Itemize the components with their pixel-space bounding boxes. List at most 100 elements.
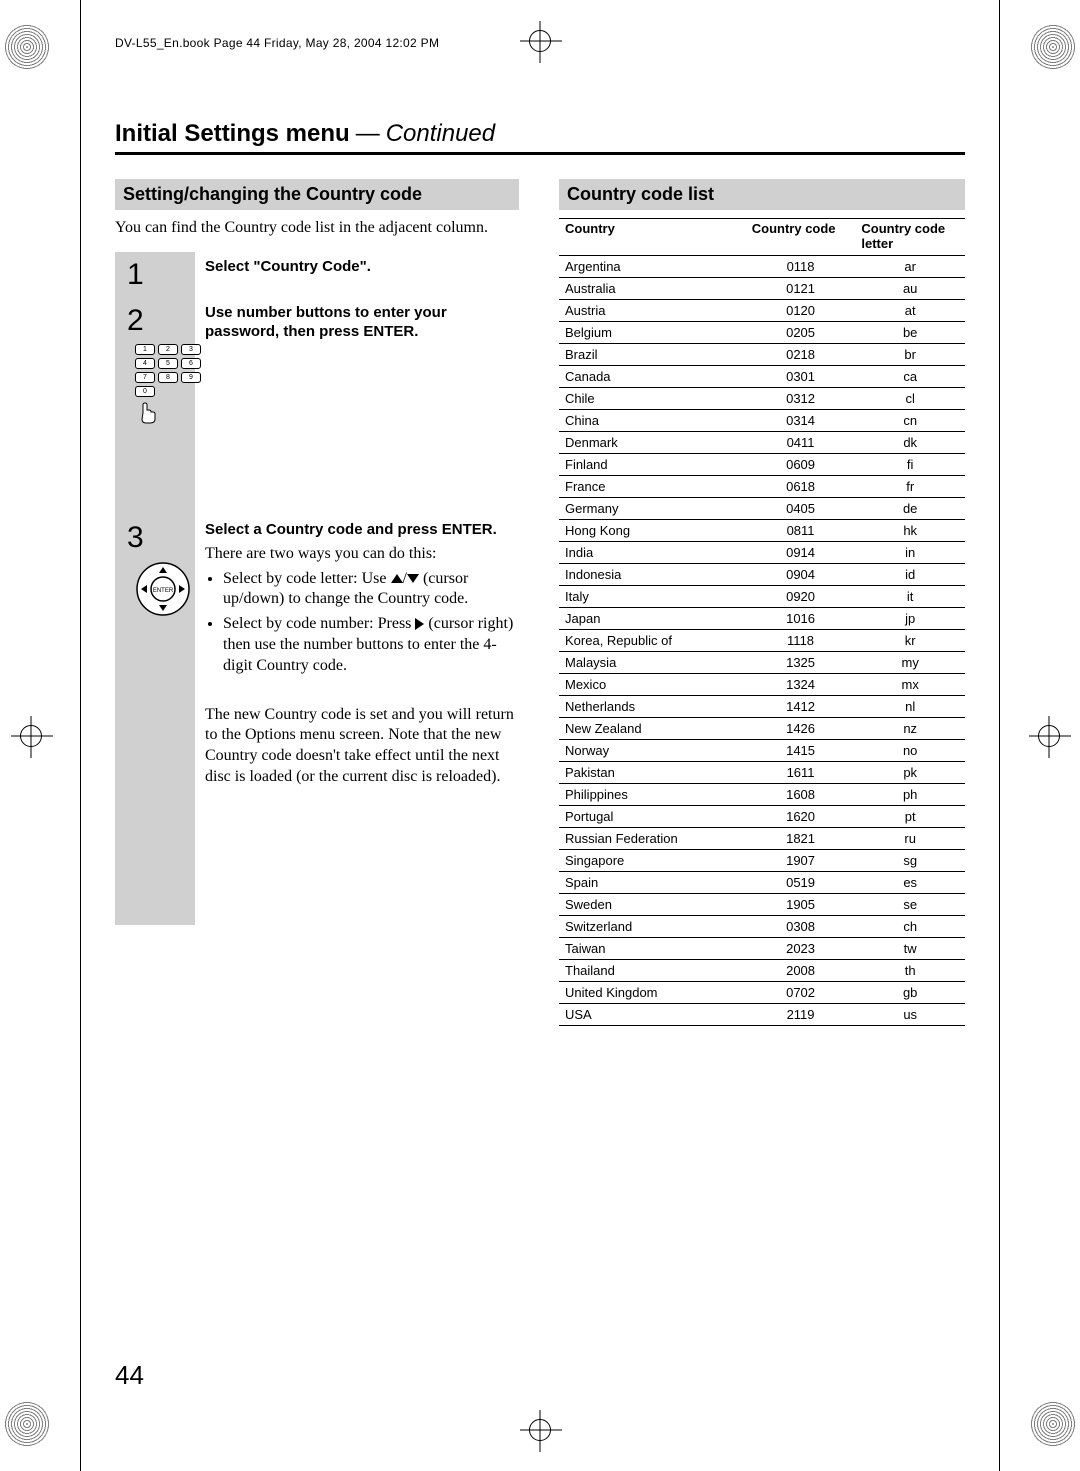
letter-cell: tw xyxy=(855,937,965,959)
code-cell: 1821 xyxy=(746,827,856,849)
bullet-text-prefix: Select by code letter: Use xyxy=(223,570,391,587)
code-cell: 0301 xyxy=(746,365,856,387)
country-cell: Indonesia xyxy=(559,563,746,585)
letter-cell: nz xyxy=(855,717,965,739)
country-cell: Singapore xyxy=(559,849,746,871)
table-header: Country xyxy=(559,219,746,256)
code-cell: 0308 xyxy=(746,915,856,937)
letter-cell: ca xyxy=(855,365,965,387)
registration-mark-icon xyxy=(529,1419,551,1441)
code-cell: 0118 xyxy=(746,255,856,277)
code-cell: 0920 xyxy=(746,585,856,607)
keypad-key: 0 xyxy=(135,386,155,397)
code-cell: 0904 xyxy=(746,563,856,585)
table-header-row: Country Country code Country code letter xyxy=(559,219,965,256)
code-cell: 1324 xyxy=(746,673,856,695)
country-cell: Sweden xyxy=(559,893,746,915)
letter-cell: my xyxy=(855,651,965,673)
step-number: 3 ENTER xyxy=(115,515,195,925)
svg-text:ENTER: ENTER xyxy=(153,588,174,594)
letter-cell: nl xyxy=(855,695,965,717)
keypad-key: 4 xyxy=(135,358,155,369)
table-row: Switzerland0308ch xyxy=(559,915,965,937)
letter-cell: mx xyxy=(855,673,965,695)
code-cell: 0811 xyxy=(746,519,856,541)
country-cell: USA xyxy=(559,1003,746,1025)
code-cell: 1905 xyxy=(746,893,856,915)
table-row: Belgium0205be xyxy=(559,321,965,343)
table-header: Country code letter xyxy=(855,219,965,256)
page-title: Initial Settings menu — Continued xyxy=(115,120,965,155)
bullet-text-prefix: Select by code number: Press xyxy=(223,615,415,632)
country-cell: Canada xyxy=(559,365,746,387)
step-2-title: Use number buttons to enter your passwor… xyxy=(205,304,519,342)
registration-mark-icon xyxy=(1038,725,1060,747)
code-cell: 0121 xyxy=(746,277,856,299)
title-cont: Continued xyxy=(386,120,495,148)
country-cell: Russian Federation xyxy=(559,827,746,849)
letter-cell: jp xyxy=(855,607,965,629)
country-cell: Taiwan xyxy=(559,937,746,959)
code-cell: 2008 xyxy=(746,959,856,981)
letter-cell: id xyxy=(855,563,965,585)
table-row: Spain0519es xyxy=(559,871,965,893)
table-row: Japan1016jp xyxy=(559,607,965,629)
title-main: Initial Settings menu xyxy=(115,120,350,148)
code-cell: 0702 xyxy=(746,981,856,1003)
code-cell: 0519 xyxy=(746,871,856,893)
step-number: 2 1 2 3 4 5 6 7 8 9 0 xyxy=(115,298,195,515)
hand-pointer-icon xyxy=(135,399,163,427)
country-cell: Thailand xyxy=(559,959,746,981)
country-cell: Italy xyxy=(559,585,746,607)
code-cell: 1415 xyxy=(746,739,856,761)
country-cell: United Kingdom xyxy=(559,981,746,1003)
letter-cell: au xyxy=(855,277,965,299)
cursor-right-icon xyxy=(415,618,424,630)
step-3-num: 3 xyxy=(127,521,144,554)
country-cell: Philippines xyxy=(559,783,746,805)
code-cell: 0205 xyxy=(746,321,856,343)
table-row: China0314cn xyxy=(559,409,965,431)
country-cell: Belgium xyxy=(559,321,746,343)
table-row: Thailand2008th xyxy=(559,959,965,981)
table-row: India0914in xyxy=(559,541,965,563)
step-3-title: Select a Country code and press ENTER. xyxy=(205,521,519,540)
keypad-key: 7 xyxy=(135,372,155,383)
registration-mark-icon xyxy=(529,30,551,52)
code-cell: 1611 xyxy=(746,761,856,783)
letter-cell: dk xyxy=(855,431,965,453)
page-content: Initial Settings menu — Continued Settin… xyxy=(115,120,965,1391)
letter-cell: kr xyxy=(855,629,965,651)
country-cell: Malaysia xyxy=(559,651,746,673)
table-row: Germany0405de xyxy=(559,497,965,519)
letter-cell: ar xyxy=(855,255,965,277)
country-cell: Norway xyxy=(559,739,746,761)
letter-cell: de xyxy=(855,497,965,519)
step-number: 1 xyxy=(115,252,195,298)
step-1-title: Select "Country Code". xyxy=(205,258,519,277)
table-row: Chile0312cl xyxy=(559,387,965,409)
code-cell: 1907 xyxy=(746,849,856,871)
letter-cell: es xyxy=(855,871,965,893)
letter-cell: ch xyxy=(855,915,965,937)
table-row: USA2119us xyxy=(559,1003,965,1025)
country-cell: Hong Kong xyxy=(559,519,746,541)
step-2-num: 2 xyxy=(127,304,144,337)
letter-cell: be xyxy=(855,321,965,343)
code-cell: 1016 xyxy=(746,607,856,629)
table-row: Argentina0118ar xyxy=(559,255,965,277)
keypad-key: 8 xyxy=(158,372,178,383)
country-cell: Chile xyxy=(559,387,746,409)
table-row: Russian Federation1821ru xyxy=(559,827,965,849)
table-row: Netherlands1412nl xyxy=(559,695,965,717)
code-cell: 0609 xyxy=(746,453,856,475)
table-row: Sweden1905se xyxy=(559,893,965,915)
letter-cell: fr xyxy=(855,475,965,497)
step-3-intro: There are two ways you can do this: xyxy=(205,544,519,565)
country-cell: Finland xyxy=(559,453,746,475)
table-row: Finland0609fi xyxy=(559,453,965,475)
letter-cell: ph xyxy=(855,783,965,805)
bullet-item: Select by code letter: Use / (cursor up/… xyxy=(223,569,519,611)
table-row: Malaysia1325my xyxy=(559,651,965,673)
left-column: Setting/changing the Country code You ca… xyxy=(115,179,519,1026)
